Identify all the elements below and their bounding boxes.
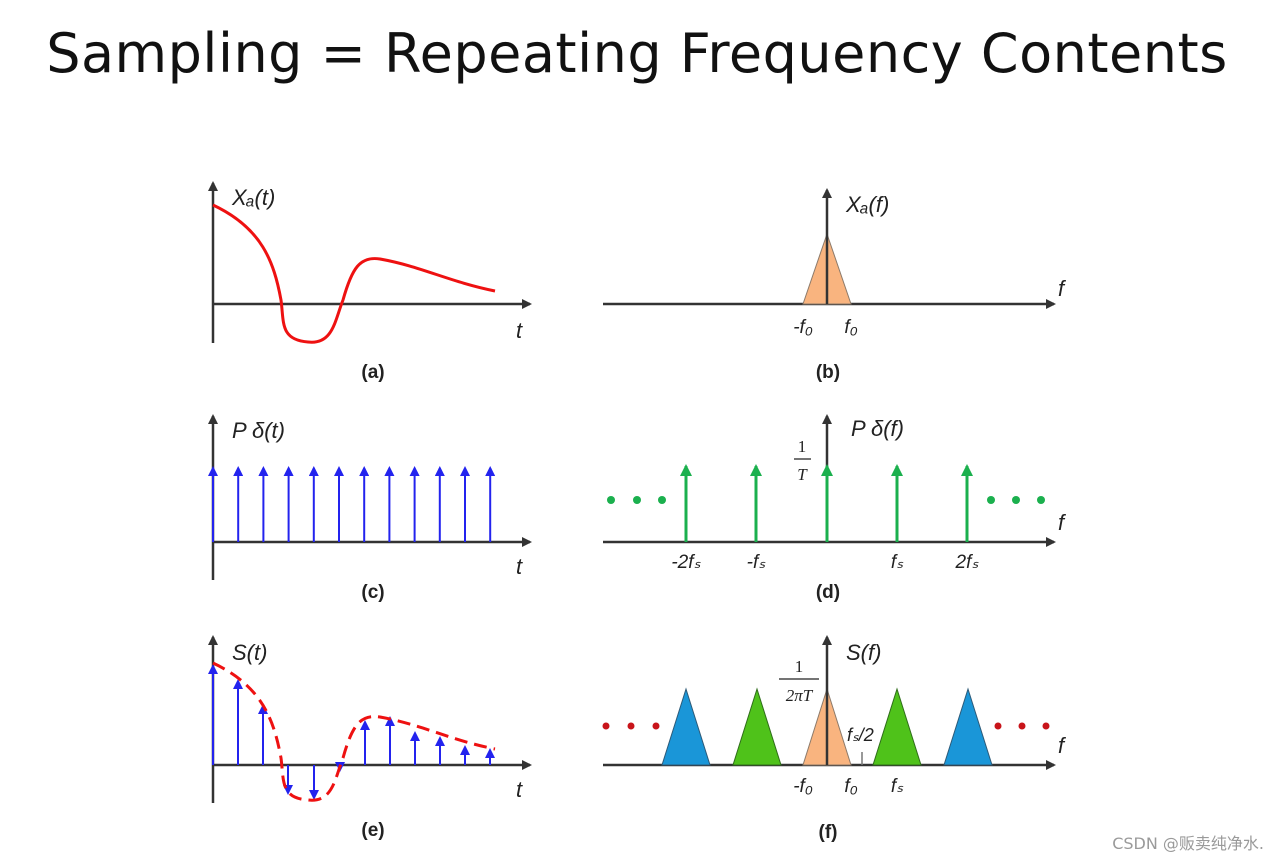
panel-f-amplitude-denominator: 2πT (786, 686, 814, 705)
panel-d: 1 T P δ(f) f -2fₛ -fₛ fₛ 2fₛ (d) (603, 414, 1067, 603)
dots-right-green (987, 496, 1045, 504)
panel-a-caption: (a) (361, 362, 384, 383)
panel-d-tick-pos-fs: fₛ (891, 552, 904, 573)
sampled-signal-envelope (212, 661, 496, 802)
spectrum-copy-neg-fs (732, 687, 782, 766)
page-title: Sampling = Repeating Frequency Contents (46, 22, 1228, 85)
panel-c-caption: (c) (361, 582, 384, 603)
dots-right-red (994, 722, 1050, 730)
panel-e-xlabel: t (516, 777, 523, 802)
panel-d-ylabel: P δ(f) (851, 416, 904, 441)
watermark: CSDN @贩卖纯净水. (1112, 834, 1264, 853)
panel-c-ylabel: P δ(t) (232, 418, 285, 443)
panel-e-caption: (e) (361, 820, 384, 841)
panel-c-xlabel: t (516, 554, 523, 579)
panel-f-xlabel: f (1058, 733, 1067, 758)
panel-f-tick-pos-fs: fₛ (891, 776, 904, 797)
panel-d-amplitude-denominator: T (797, 465, 808, 484)
panel-c: P δ(t) t (c) (208, 414, 532, 603)
panel-b-ylabel: Xₐ(f) (845, 192, 889, 217)
panel-b: Xₐ(f) f -f₀ f₀ (b) (603, 188, 1067, 383)
panel-e-ylabel: S(t) (232, 640, 267, 665)
panel-a: Xₐ(t) t (a) (208, 181, 532, 383)
panel-b-tick-pos-f0: f₀ (844, 317, 857, 338)
spectrum-copy-pos-2fs (943, 687, 993, 766)
spectrum-copy-pos-fs (872, 687, 922, 766)
panel-d-tick-neg-2fs: -2fₛ (671, 552, 701, 573)
panel-b-tick-neg-f0: -f₀ (793, 317, 813, 338)
panel-d-tick-neg-fs: -fₛ (747, 552, 767, 573)
analog-signal-curve (212, 203, 496, 344)
dots-left-red (602, 722, 660, 730)
panel-a-ylabel: Xₐ(t) (231, 185, 275, 210)
panel-e: S(t) t (e) (208, 635, 532, 841)
panel-f-tick-neg-f0: -f₀ (793, 776, 813, 797)
panel-d-tick-pos-2fs: 2fₛ (955, 552, 980, 573)
panel-f: 1 2πT S(f) f fₛ/2 -f₀ f₀ fₛ (f) (602, 635, 1067, 843)
impulse-train (208, 466, 496, 542)
panel-d-xlabel: f (1058, 510, 1067, 535)
panel-f-tick-pos-f0: f₀ (844, 776, 857, 797)
panel-a-xlabel: t (516, 318, 523, 343)
panel-b-xlabel: f (1058, 276, 1067, 301)
panel-f-half-fs-label: fₛ/2 (847, 725, 874, 745)
frequency-impulse-train (680, 464, 973, 542)
panel-f-ylabel: S(f) (846, 640, 881, 665)
spectrum-copy-neg-2fs (661, 687, 711, 766)
dots-left-green (607, 496, 666, 504)
panel-b-caption: (b) (816, 362, 840, 383)
panel-d-caption: (d) (816, 582, 840, 603)
panel-f-amplitude-numerator: 1 (795, 657, 804, 676)
panel-d-amplitude-numerator: 1 (798, 437, 807, 456)
panel-f-caption: (f) (819, 822, 838, 843)
